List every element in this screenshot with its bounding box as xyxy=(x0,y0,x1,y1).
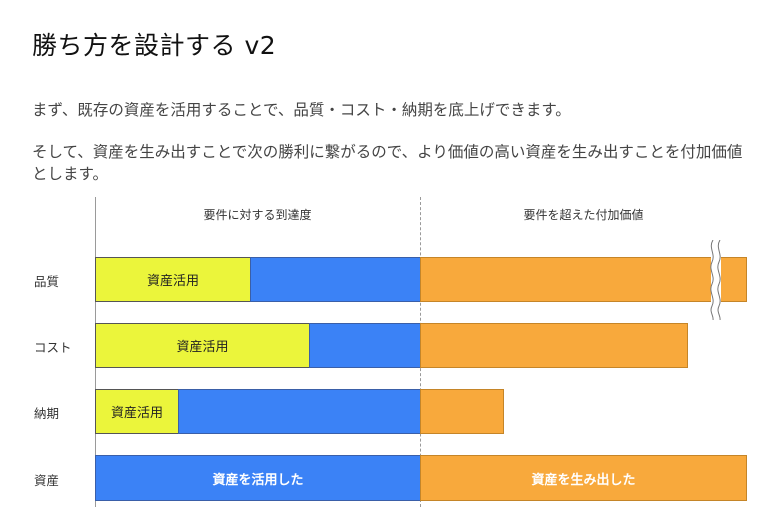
asset-segment-label: 資産活用 xyxy=(176,340,229,355)
asset-created-label: 資産を生み出した xyxy=(531,472,636,488)
cost-asset-segment: 資産活用 xyxy=(95,323,310,368)
cost-achievement-segment xyxy=(309,323,421,368)
delivery-added-value-segment xyxy=(420,389,504,434)
column-header-achievement: 要件に対する到達度 xyxy=(203,208,312,222)
cost-added-value-segment xyxy=(420,323,688,368)
asset-utilized-label: 資産を活用した xyxy=(212,472,304,488)
axis-break-icon xyxy=(710,240,721,320)
row-label-delivery: 納期 xyxy=(34,406,60,421)
asset-created-segment: 資産を生み出した xyxy=(420,455,747,501)
asset-utilized-segment: 資産を活用した xyxy=(95,455,421,501)
row-label-asset: 資産 xyxy=(34,473,60,488)
row-label-cost: コスト xyxy=(34,340,72,355)
asset-segment-label: 資産活用 xyxy=(110,406,163,421)
intro-paragraph-1: まず、既存の資産を活用することで、品質・コスト・納期を底上げできます。 xyxy=(32,101,571,119)
asset-segment-label: 資産活用 xyxy=(146,274,199,289)
intro-paragraph-2: そして、資産を生み出すことで次の勝利に繋がるので、より価値の高い資産を生み出すこ… xyxy=(32,143,743,183)
page-title: 勝ち方を設計する v2 xyxy=(32,31,277,60)
quality-asset-segment: 資産活用 xyxy=(95,257,251,302)
delivery-asset-segment: 資産活用 xyxy=(95,389,179,434)
row-label-quality: 品質 xyxy=(34,274,60,289)
delivery-achievement-segment xyxy=(178,389,421,434)
quality-achievement-segment xyxy=(250,257,421,302)
quality-added-value-segment xyxy=(420,257,747,302)
column-header-added-value: 要件を超えた付加価値 xyxy=(523,208,644,222)
